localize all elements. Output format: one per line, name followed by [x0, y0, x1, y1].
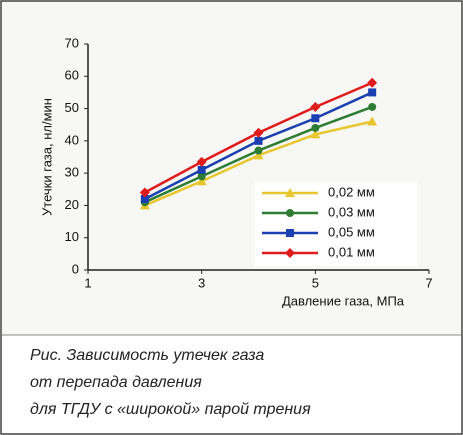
x-axis-label: Давление газа, МПа	[282, 293, 405, 308]
legend-label: 0,02 мм	[328, 184, 375, 199]
y-tick-label: 40	[65, 132, 79, 147]
y-tick-label: 60	[65, 68, 79, 83]
x-tick-label: 5	[312, 275, 319, 290]
x-tick-label: 1	[84, 275, 91, 290]
caption-line: Рис. Зависимость утечек газа	[30, 347, 264, 364]
y-tick-label: 70	[65, 35, 79, 50]
legend-label: 0,03 мм	[328, 204, 375, 219]
legend-marker	[286, 209, 294, 217]
marker	[197, 165, 206, 174]
marker	[310, 101, 321, 112]
marker	[197, 172, 206, 181]
marker	[254, 136, 263, 145]
y-tick-label: 10	[65, 229, 79, 244]
marker	[196, 156, 207, 167]
marker	[368, 88, 377, 97]
marker	[367, 116, 378, 126]
y-tick-label: 0	[72, 261, 79, 276]
legend-label: 0,05 мм	[328, 224, 375, 239]
y-tick-label: 50	[65, 100, 79, 115]
marker	[196, 176, 207, 186]
caption-area	[2, 335, 461, 433]
marker	[310, 129, 321, 139]
legend-marker	[286, 229, 294, 237]
marker	[254, 146, 263, 155]
marker	[140, 194, 149, 203]
y-tick-label: 20	[65, 197, 79, 212]
caption-line: для ТГДУ с «широкой» парой трения	[30, 401, 311, 418]
marker	[311, 114, 320, 123]
legend-marker	[285, 188, 295, 197]
legend-label: 0,01 мм	[328, 244, 375, 259]
marker	[367, 77, 378, 88]
caption-line: от перепада давления	[30, 374, 202, 391]
x-tick-label: 7	[425, 275, 432, 290]
y-tick-label: 30	[65, 165, 79, 180]
x-tick-label: 3	[198, 275, 205, 290]
marker	[368, 102, 377, 111]
marker	[311, 123, 320, 132]
marker	[253, 150, 264, 160]
marker	[139, 187, 150, 198]
marker	[253, 127, 264, 138]
legend-marker	[285, 248, 295, 258]
y-axis-label: Утечки газа, нл/мин	[39, 98, 54, 216]
